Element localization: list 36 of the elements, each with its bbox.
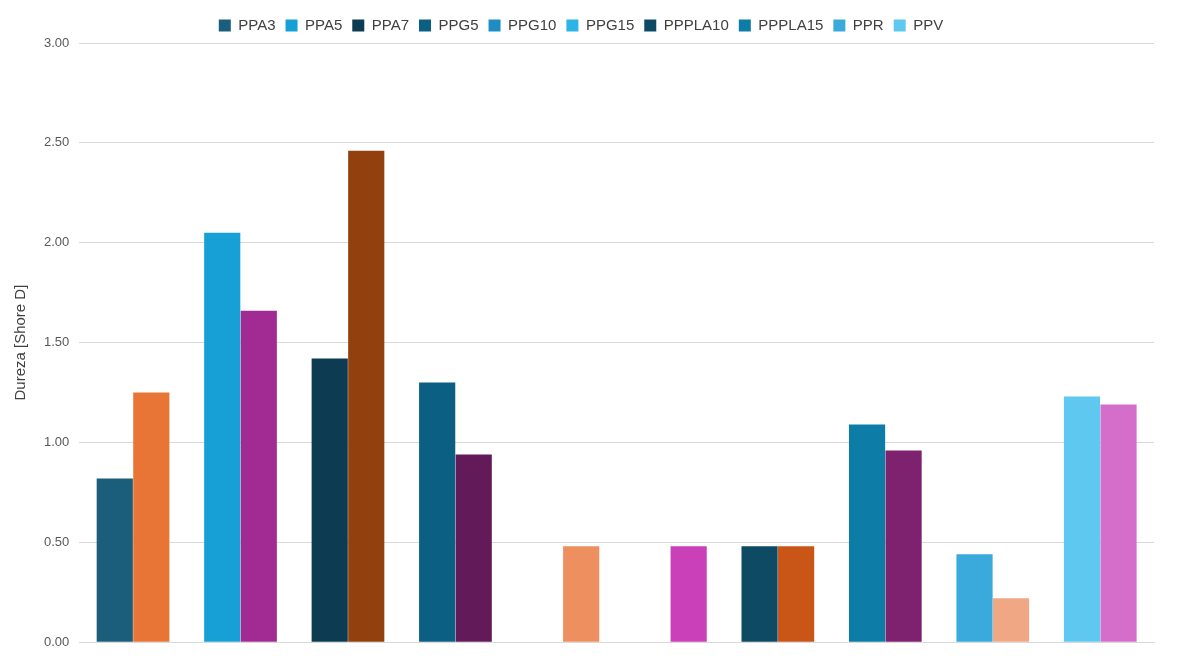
bar <box>885 450 922 642</box>
legend-label: PPPLA15 <box>758 15 824 33</box>
y-axis-title: Dureza [Shore D] <box>11 284 29 401</box>
legend-label: PPR <box>852 15 884 33</box>
legend-label: PPA3 <box>238 15 276 33</box>
bar <box>133 392 170 642</box>
y-tick-label: 2.50 <box>43 134 70 150</box>
legend-label: PPG15 <box>585 15 635 33</box>
bar <box>992 598 1030 642</box>
bar <box>848 424 886 642</box>
bar <box>455 454 492 642</box>
legend-label: PPPLA10 <box>663 15 729 33</box>
legend-label: PPA7 <box>371 15 410 33</box>
bar <box>311 358 348 642</box>
y-tick-label: 1.50 <box>43 334 70 350</box>
y-tick-label: 0.50 <box>43 533 70 549</box>
legend-label: PPG10 <box>508 15 557 33</box>
legend-label: PPV <box>913 15 944 33</box>
y-tick-label: 1.00 <box>43 434 70 450</box>
bar <box>956 554 993 642</box>
y-tick-label: 0.00 <box>43 633 70 649</box>
legend-label: PPA5 <box>305 15 343 33</box>
bar <box>348 150 385 642</box>
y-tick-label: 3.00 <box>43 34 70 50</box>
bar <box>778 546 815 642</box>
bar <box>1100 404 1137 642</box>
bar <box>563 546 600 642</box>
legend-label: PPG5 <box>438 15 479 33</box>
y-tick-label: 2.00 <box>43 234 70 250</box>
bar <box>204 232 241 642</box>
bar <box>1063 396 1101 642</box>
bar <box>96 478 133 642</box>
bar <box>419 382 456 642</box>
bar <box>741 546 778 642</box>
bar <box>670 546 707 642</box>
bar <box>240 310 277 642</box>
